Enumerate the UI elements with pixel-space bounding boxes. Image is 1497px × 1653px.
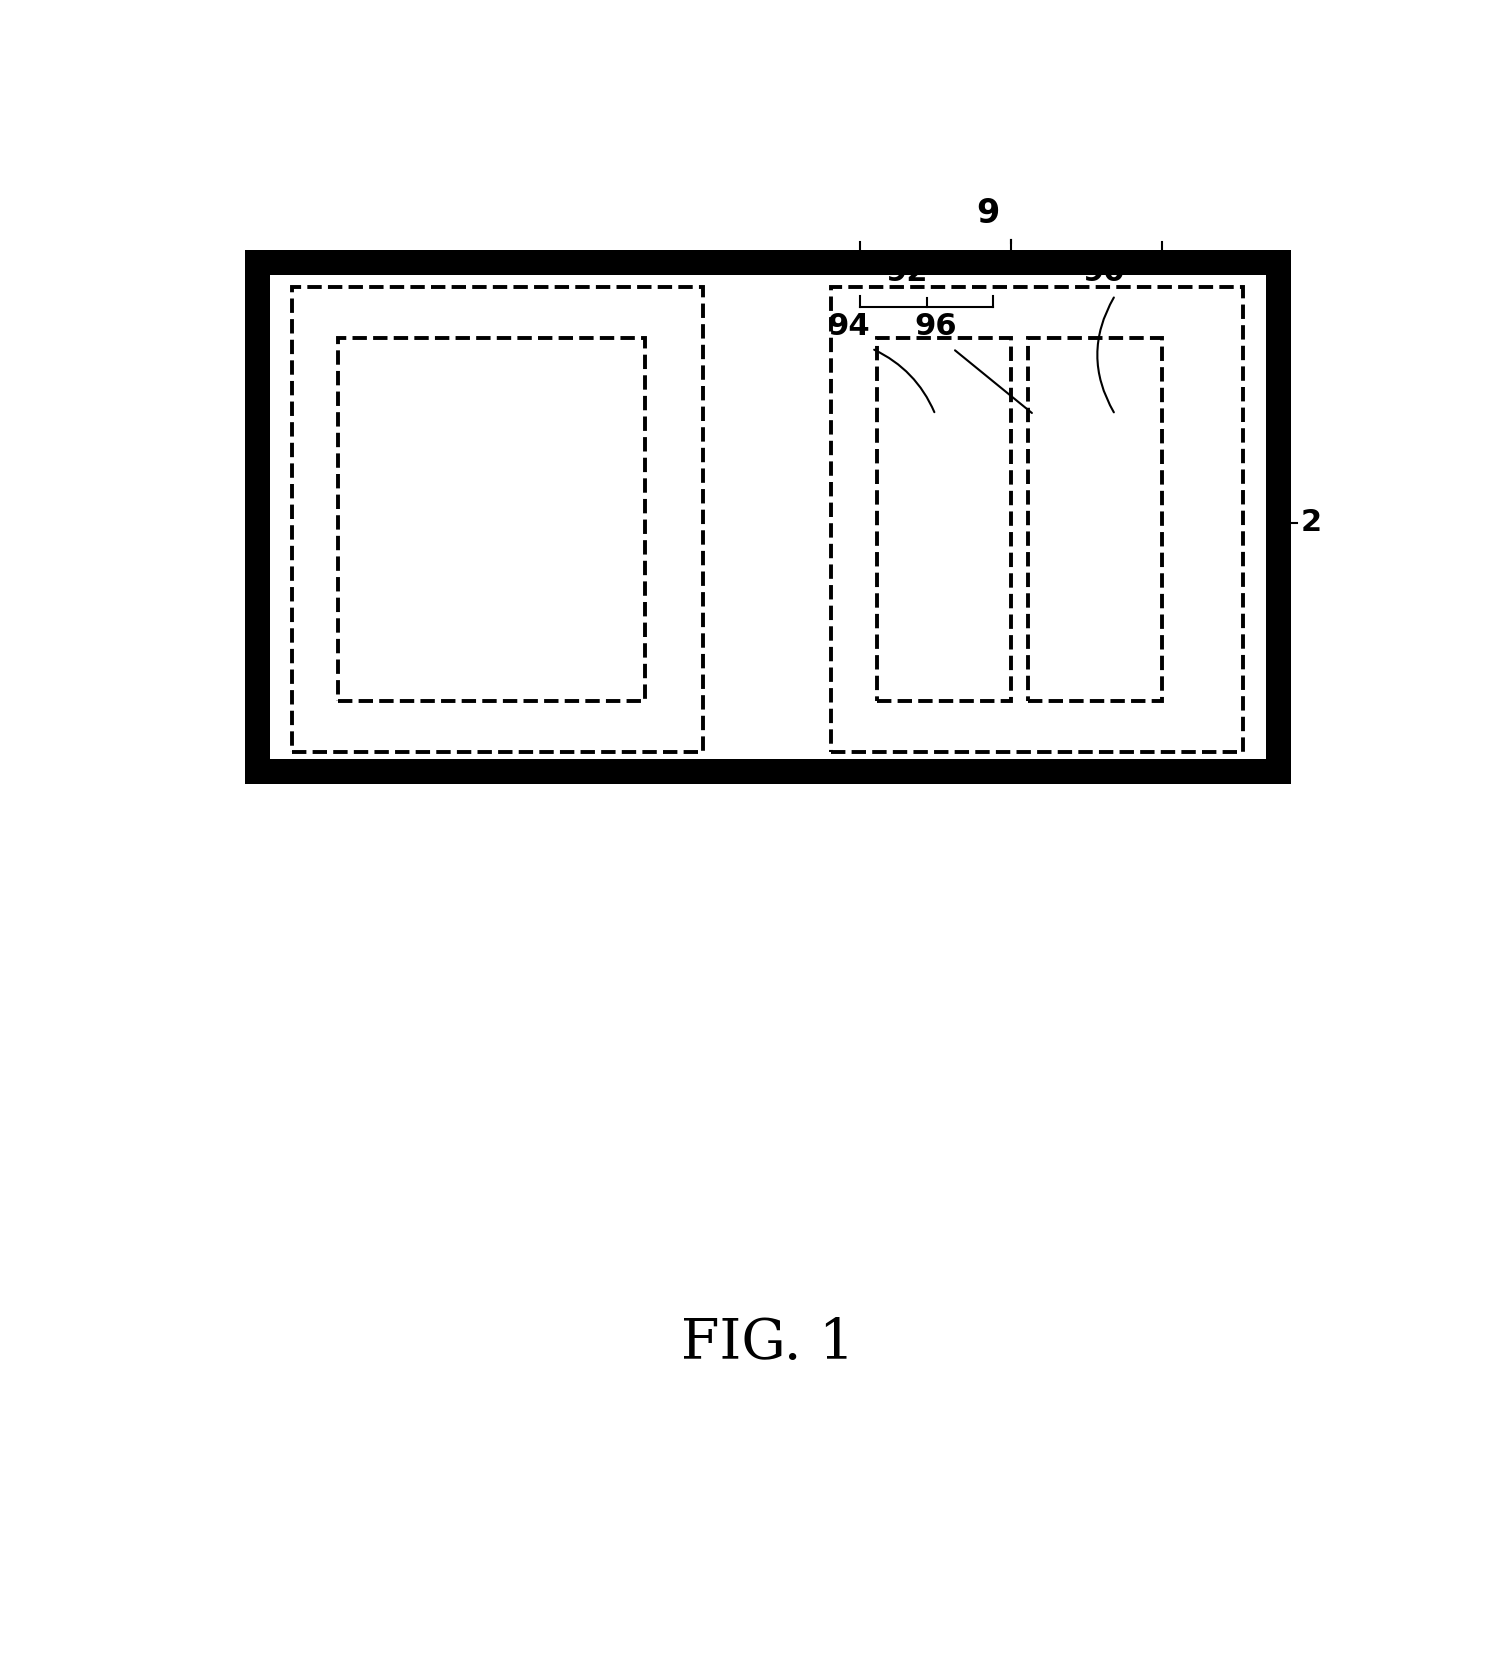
Bar — [257, 261, 1278, 770]
Text: FIG. 1: FIG. 1 — [681, 1316, 853, 1372]
Text: 94: 94 — [828, 312, 870, 341]
Bar — [338, 339, 645, 701]
Bar — [1028, 339, 1162, 701]
Bar — [831, 288, 1243, 752]
Bar — [292, 288, 704, 752]
Text: 96: 96 — [915, 312, 957, 341]
Text: 9: 9 — [976, 197, 1000, 230]
Text: 2: 2 — [1301, 509, 1322, 537]
Text: 90: 90 — [1082, 258, 1124, 288]
Text: 92: 92 — [885, 258, 928, 288]
Bar — [877, 339, 1010, 701]
